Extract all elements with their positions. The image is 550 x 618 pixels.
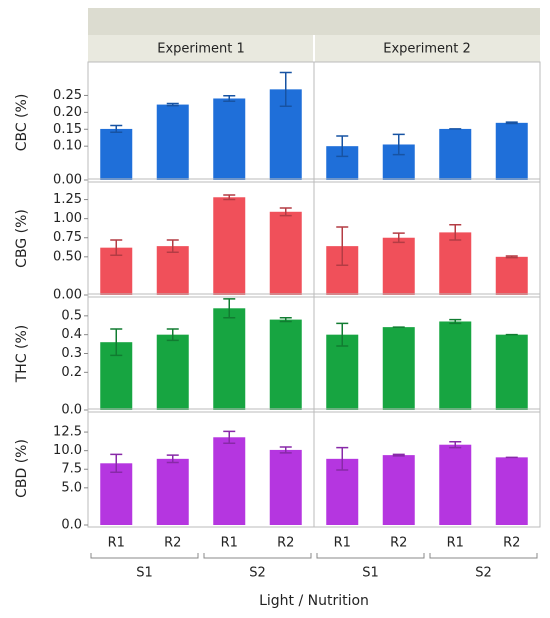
bar: [269, 211, 302, 295]
error-bar: [166, 239, 179, 253]
group-bracket: [90, 553, 199, 559]
y-axis-label: THC (%): [14, 325, 30, 384]
bar: [213, 98, 246, 180]
group-label: S1: [136, 566, 153, 581]
y-tick-label: 0.25: [53, 88, 82, 103]
header-band: [88, 8, 540, 35]
error-bar: [449, 440, 462, 449]
error-bar: [110, 328, 123, 357]
y-tick-label: 0.0: [61, 403, 82, 418]
y-axis-label: CBC (%): [14, 94, 30, 152]
y-tick-label: 5.0: [61, 480, 82, 495]
x-tick-label: R1: [108, 536, 125, 551]
bar: [382, 237, 415, 295]
y-tick-label: 12.5: [53, 425, 82, 440]
x-tick-label: R2: [503, 536, 520, 551]
error-bar: [449, 318, 462, 325]
bar: [213, 308, 246, 410]
x-tick-label: R2: [164, 536, 181, 551]
group-bracket: [429, 553, 538, 559]
y-tick-label: 7.5: [61, 462, 82, 477]
facet-label: Experiment 2: [383, 42, 471, 57]
error-bar: [279, 446, 292, 454]
error-bar: [449, 224, 462, 241]
bar: [382, 455, 415, 525]
x-tick-label: R1: [221, 536, 238, 551]
group-bracket: [316, 553, 425, 559]
error-bar: [392, 133, 405, 156]
y-tick-label: 1.00: [53, 211, 82, 226]
error-bar: [166, 102, 179, 107]
y-tick-label: 0.75: [53, 230, 82, 245]
y-tick-label: 0.20: [53, 105, 82, 120]
error-bar: [336, 446, 349, 471]
bar: [156, 334, 189, 410]
bar: [156, 104, 189, 180]
error-bar: [505, 255, 518, 259]
y-tick-label: 10.0: [53, 443, 82, 458]
error-bar: [392, 453, 405, 457]
error-bar: [336, 322, 349, 347]
error-bar: [392, 232, 405, 244]
bar: [439, 321, 472, 410]
bar: [269, 319, 302, 410]
bar: [495, 457, 528, 525]
group-bracket: [203, 553, 312, 559]
y-tick-label: 0.4: [61, 327, 82, 342]
bar: [156, 246, 189, 295]
bar: [100, 463, 133, 525]
bar: [100, 128, 133, 180]
error-bar: [166, 454, 179, 464]
error-bar: [223, 95, 236, 102]
bar: [439, 444, 472, 525]
y-tick-label: 0.2: [61, 365, 82, 380]
y-tick-label: 0.00: [53, 173, 82, 188]
error-bar: [223, 430, 236, 444]
x-tick-label: R2: [277, 536, 294, 551]
group-label: S2: [249, 566, 266, 581]
error-bar: [279, 71, 292, 108]
x-tick-label: R1: [334, 536, 351, 551]
y-tick-label: 0.10: [53, 139, 82, 154]
bar: [269, 449, 302, 525]
y-tick-label: 0.50: [53, 249, 82, 264]
error-bar: [279, 207, 292, 217]
bar: [326, 334, 359, 410]
bar: [495, 122, 528, 180]
error-bar: [166, 328, 179, 342]
bar: [439, 232, 472, 295]
error-bar: [505, 121, 518, 125]
y-axis-label: CBD (%): [14, 439, 30, 498]
bar: [439, 128, 472, 180]
group-label: S1: [362, 566, 379, 581]
y-tick-label: 0.00: [53, 288, 82, 303]
bar: [495, 334, 528, 410]
bar: [156, 458, 189, 525]
error-bar: [110, 453, 123, 473]
bar: [382, 327, 415, 410]
y-tick-label: 0.5: [61, 308, 82, 323]
x-tick-label: R2: [390, 536, 407, 551]
error-bar: [336, 135, 349, 158]
bar: [213, 437, 246, 525]
x-axis-label: Light / Nutrition: [259, 593, 369, 609]
group-label: S2: [475, 566, 492, 581]
y-axis-label: CBG (%): [14, 209, 30, 268]
error-bar: [223, 298, 236, 319]
error-bar: [223, 194, 236, 201]
error-bar: [110, 124, 123, 134]
y-tick-label: 0.3: [61, 346, 82, 361]
facet-label: Experiment 1: [157, 42, 245, 57]
y-tick-label: 0.0: [61, 518, 82, 533]
error-bar: [336, 226, 349, 266]
x-tick-label: R1: [447, 536, 464, 551]
y-tick-label: 0.15: [53, 122, 82, 137]
y-tick-label: 1.25: [53, 192, 82, 207]
error-bar: [279, 316, 292, 323]
bar: [495, 256, 528, 295]
error-bar: [110, 239, 123, 257]
bar: [213, 197, 246, 295]
